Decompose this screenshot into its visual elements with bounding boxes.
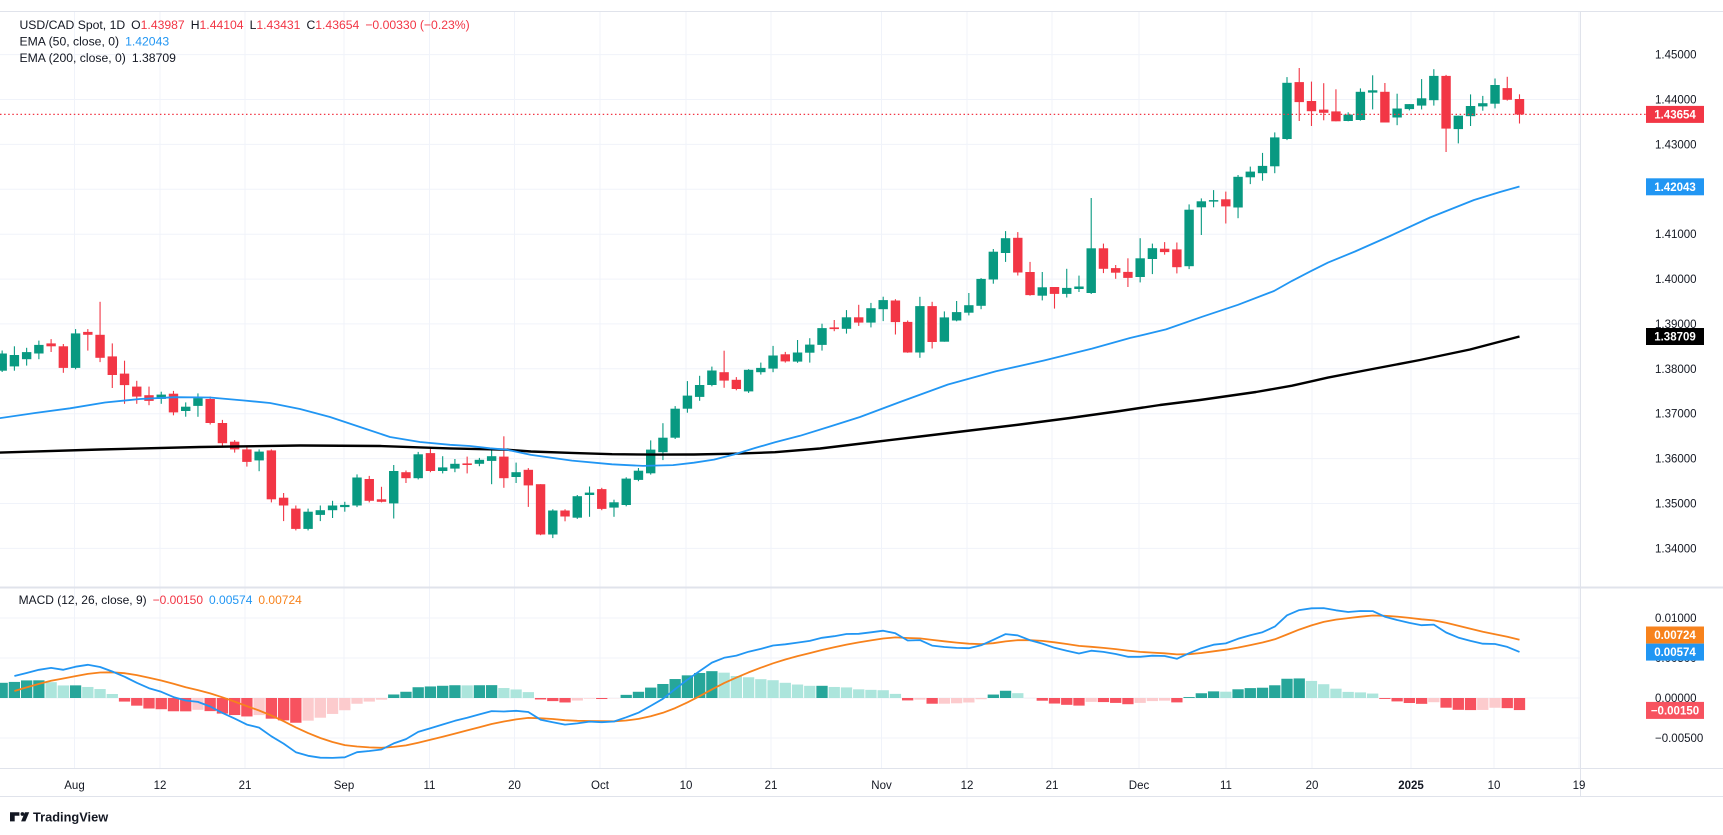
svg-text:−0.00150: −0.00150 [1651,705,1699,717]
svg-text:1.41000: 1.41000 [1655,229,1697,241]
svg-text:10: 10 [1488,780,1501,792]
svg-text:21: 21 [1046,780,1059,792]
svg-text:Oct: Oct [591,780,610,792]
svg-text:21: 21 [239,780,252,792]
svg-text:0.00724: 0.00724 [1654,630,1696,642]
svg-text:0.01000: 0.01000 [1655,613,1697,625]
svg-text:Dec: Dec [1129,780,1150,792]
svg-text:11: 11 [1220,780,1232,792]
svg-text:1.38000: 1.38000 [1655,364,1697,376]
svg-text:20: 20 [1306,780,1319,792]
svg-text:19: 19 [1573,780,1586,792]
svg-text:1.40000: 1.40000 [1655,274,1697,286]
svg-text:1.44000: 1.44000 [1655,95,1697,107]
svg-text:1.43000: 1.43000 [1655,139,1697,151]
svg-text:0.00574: 0.00574 [1654,647,1696,659]
svg-text:1.42043: 1.42043 [1654,182,1696,194]
svg-text:12: 12 [154,780,167,792]
svg-text:1.43654: 1.43654 [1654,109,1696,121]
svg-text:1.45000: 1.45000 [1655,50,1697,62]
svg-text:Aug: Aug [64,780,84,792]
svg-text:10: 10 [680,780,693,792]
svg-text:2025: 2025 [1398,780,1424,792]
svg-text:12: 12 [961,780,974,792]
svg-text:11: 11 [424,780,436,792]
svg-text:1.34000: 1.34000 [1655,543,1697,555]
svg-text:EMA (200, close, 0)1.38709: EMA (200, close, 0) 1.38709 [20,51,177,65]
svg-text:21: 21 [765,780,778,792]
svg-text:1.35000: 1.35000 [1655,499,1697,511]
svg-text:TradingView: TradingView [33,810,108,825]
svg-text:Sep: Sep [334,780,354,792]
svg-text:20: 20 [508,780,521,792]
svg-text:1.39000: 1.39000 [1655,319,1697,331]
svg-text:EMA (50, close, 0)1.42043: EMA (50, close, 0) 1.42043 [20,35,170,49]
svg-text:MACD (12, 26, close, 9)−0.0015: MACD (12, 26, close, 9) −0.00150 0.00574 0.… [19,593,303,607]
svg-text:1.38709: 1.38709 [1654,332,1696,344]
svg-text:Nov: Nov [871,780,892,792]
svg-text:1.36000: 1.36000 [1655,454,1697,466]
svg-text:1.37000: 1.37000 [1655,409,1697,421]
svg-text:−0.00500: −0.00500 [1655,733,1703,745]
